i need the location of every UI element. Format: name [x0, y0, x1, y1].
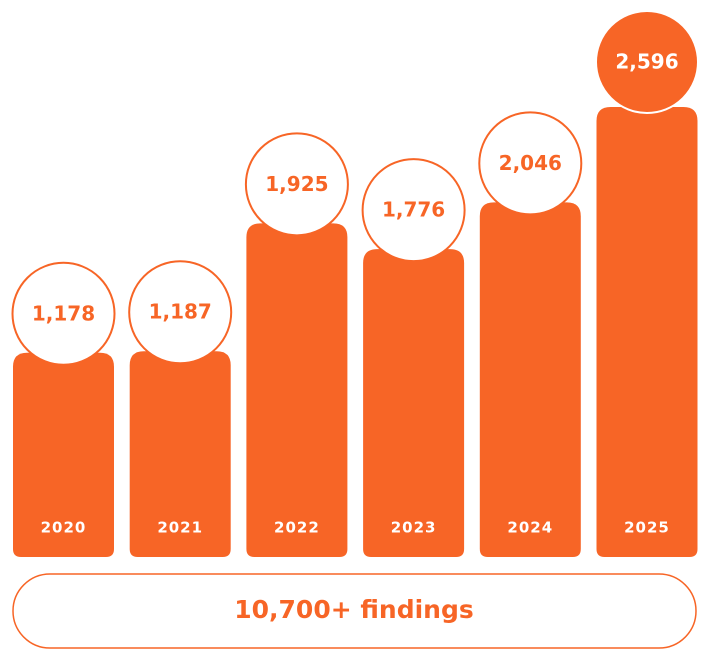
summary-text: 10,700+ findings [234, 595, 474, 624]
value-badge [244, 132, 349, 237]
value-badge [595, 10, 699, 114]
value-badge [361, 158, 466, 263]
value-badge [128, 260, 233, 365]
value-label: 1,776 [382, 198, 445, 222]
summary-pill [12, 573, 697, 649]
x-tick-label: 2020 [41, 519, 87, 537]
x-tick-label: 2024 [507, 519, 553, 537]
value-badge [11, 261, 116, 366]
bar [129, 351, 231, 557]
x-tick-label: 2021 [157, 519, 203, 537]
x-tick-label: 2022 [274, 519, 320, 537]
bar [13, 352, 114, 557]
bar [596, 107, 698, 557]
value-label: 1,178 [32, 301, 95, 325]
x-tick-label: 2023 [391, 519, 437, 537]
value-badge [478, 111, 583, 216]
value-label: 1,925 [265, 172, 328, 196]
x-tick-label: 2025 [624, 519, 670, 537]
value-label: 1,187 [149, 300, 212, 324]
value-label: 2,596 [615, 50, 678, 74]
value-label: 2,046 [499, 151, 562, 175]
bar [479, 202, 581, 557]
bar [363, 249, 465, 557]
bar [246, 223, 348, 558]
